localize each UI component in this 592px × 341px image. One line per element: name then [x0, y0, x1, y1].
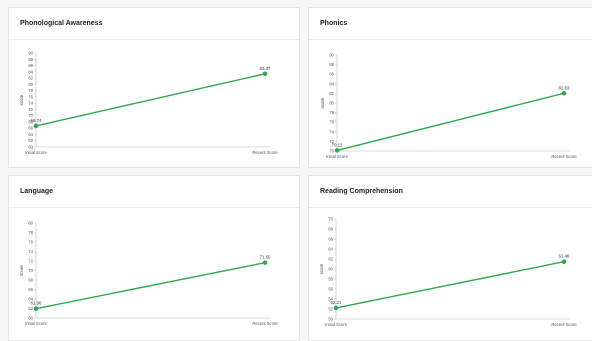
data-label: 70.12: [332, 142, 344, 147]
data-label: 61.46: [559, 254, 571, 259]
data-point: [262, 71, 268, 77]
y-tick-label: 60: [328, 267, 333, 272]
y-tick-label: 50: [328, 317, 333, 322]
x-tick-label: Recent Score: [252, 321, 278, 326]
y-tick-label: 72: [329, 139, 334, 144]
y-tick-label: 76: [329, 120, 334, 125]
data-point: [334, 148, 340, 153]
data-label: 71.65: [260, 255, 272, 260]
chart-panel-language: Language 60 62 64 66 68 70 72 74 76 78 80 score Init…: [8, 175, 300, 341]
y-tick-label: 56: [328, 287, 333, 292]
chart-title: Language: [20, 188, 54, 195]
data-point: [561, 259, 567, 264]
y-tick-label: 66: [28, 287, 33, 292]
x-tick-label: Recent Score: [252, 150, 278, 155]
y-tick-label: 60: [28, 316, 33, 321]
y-tick-label: 58: [328, 277, 333, 282]
y-tick-label: 74: [28, 249, 33, 254]
data-label: 52.21: [331, 300, 343, 305]
panel-header: Language: [9, 176, 299, 208]
y-tick-label: 80: [329, 101, 334, 106]
line-chart: 70 72 74 76 78 80 82 84 86 88 90 score Initial Score…: [320, 53, 577, 160]
y-tick-label: 76: [28, 240, 33, 245]
x-tick-label: Recent Score: [551, 154, 577, 159]
series-line: [335, 261, 565, 309]
y-tick-label: 60: [28, 145, 33, 150]
chart-title: Reading Comprehension: [320, 188, 403, 195]
x-tick-label: Initial Score: [25, 150, 48, 155]
y-tick-label: 90: [329, 53, 334, 58]
data-point: [33, 306, 39, 311]
y-tick-label: 54: [328, 297, 333, 302]
data-label: 83.37: [260, 66, 272, 71]
y-tick-label: 72: [28, 259, 33, 264]
y-tick-label: 70: [28, 113, 33, 118]
line-chart: 60 62 64 66 68 70 72 74 76 78 80 score Initial Score…: [19, 221, 278, 327]
y-tick-label: 72: [28, 107, 33, 112]
data-label: 61.96: [31, 301, 43, 306]
x-tick-label: Recent Score: [551, 322, 577, 327]
y-tick-label: 68: [28, 278, 33, 283]
y-tick-label: 86: [28, 63, 33, 68]
y-tick-label: 70: [28, 268, 33, 273]
data-point: [333, 305, 339, 311]
y-tick-label: 66: [328, 237, 333, 242]
line-chart: 50 52 54 56 58 60 62 64 66 68 70 score Initial Score…: [319, 217, 577, 328]
chart-title: Phonics: [320, 20, 348, 27]
y-tick-label: 90: [28, 51, 33, 56]
y-tick-label: 78: [28, 88, 33, 93]
y-axis-title: score: [19, 94, 24, 105]
panel-header: Phonological Awareness: [9, 8, 299, 40]
y-axis-title: score: [320, 97, 325, 108]
y-tick-label: 70: [329, 149, 334, 154]
y-tick-label: 68: [28, 119, 33, 124]
y-tick-label: 64: [28, 132, 33, 137]
y-tick-label: 68: [328, 227, 333, 232]
panel-header: Reading Comprehension: [309, 176, 592, 208]
y-tick-label: 86: [329, 72, 334, 77]
data-label: 66.74: [31, 118, 43, 123]
y-tick-label: 74: [28, 101, 33, 106]
y-tick-label: 80: [28, 221, 33, 226]
y-tick-label: 84: [28, 69, 33, 74]
y-axis-title: score: [19, 265, 24, 276]
panel-header: Phonics: [309, 8, 592, 40]
y-tick-label: 74: [329, 129, 334, 134]
data-point: [561, 90, 567, 96]
y-tick-label: 62: [328, 257, 333, 262]
x-tick-label: Initial Score: [325, 322, 348, 327]
y-tick-label: 64: [328, 247, 333, 252]
y-tick-label: 88: [28, 57, 33, 62]
y-tick-label: 66: [28, 126, 33, 131]
chart-panel-phonics: Phonics 70 72 74 76 78 80 82 84 86 88 90 score Initi…: [308, 7, 592, 168]
series-line: [35, 261, 266, 310]
data-label: 82.03: [559, 85, 571, 90]
x-tick-label: Initial Score: [326, 154, 349, 159]
y-tick-label: 78: [329, 110, 334, 115]
chart-title: Phonological Awareness: [20, 20, 103, 27]
y-tick-label: 62: [28, 306, 33, 311]
y-tick-label: 88: [329, 62, 334, 67]
y-tick-label: 76: [28, 94, 33, 99]
y-axis-title: score: [319, 263, 324, 274]
y-tick-label: 64: [28, 297, 33, 302]
series-line: [336, 92, 565, 152]
chart-panel-phonological-awareness: Phonological Awareness 60 62 64 66 68 70 72 74 7…: [8, 7, 300, 168]
y-tick-label: 82: [329, 91, 334, 96]
data-point: [33, 123, 39, 129]
series-line: [35, 73, 266, 127]
data-point: [262, 260, 268, 265]
y-tick-label: 70: [328, 217, 333, 222]
y-tick-label: 52: [328, 307, 333, 312]
y-tick-label: 82: [28, 76, 33, 81]
chart-panel-reading-comprehension: Reading Comprehension 50 52 54 56 58 60 62 64 66…: [308, 175, 592, 341]
line-chart: 60626466687072747678808284868890scoreIni…: [19, 51, 278, 156]
y-tick-label: 62: [28, 138, 33, 143]
x-tick-label: Initial Score: [25, 321, 48, 326]
y-tick-label: 84: [329, 81, 334, 86]
y-tick-label: 80: [28, 82, 33, 87]
y-tick-label: 78: [28, 230, 33, 235]
